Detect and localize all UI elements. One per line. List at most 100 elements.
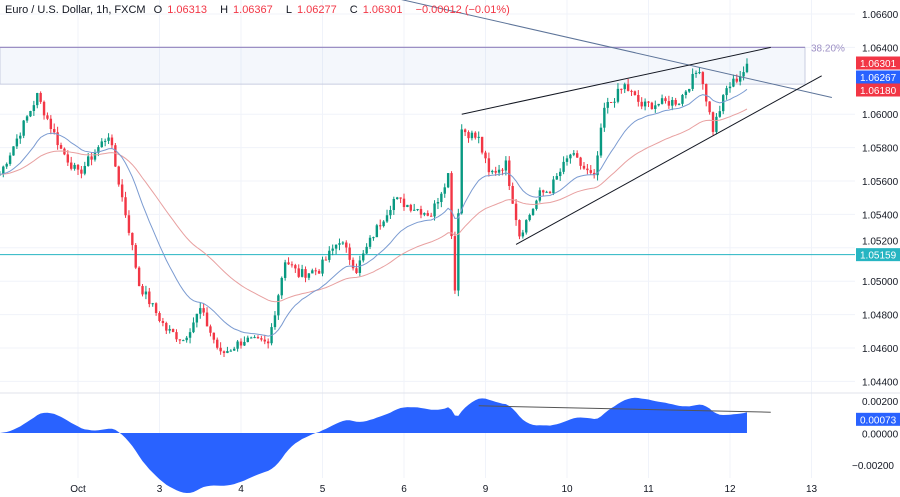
candle-body bbox=[304, 269, 307, 278]
candle-body bbox=[219, 347, 222, 352]
candle-body bbox=[559, 171, 562, 177]
candle-body bbox=[745, 63, 749, 73]
candle-body bbox=[633, 91, 637, 96]
candle-body bbox=[331, 248, 334, 251]
candle-body bbox=[307, 273, 311, 278]
low-value: 1.06277 bbox=[296, 4, 337, 16]
price-tick-label: 1.04800 bbox=[862, 311, 899, 322]
candle-body bbox=[372, 237, 375, 239]
candle-body bbox=[127, 215, 131, 233]
close-label: C bbox=[349, 4, 358, 16]
candle-body bbox=[168, 329, 171, 331]
candle-body bbox=[165, 322, 168, 331]
candle-body bbox=[46, 115, 49, 119]
candle-body bbox=[192, 322, 195, 333]
candle-body bbox=[722, 95, 725, 112]
candle-body bbox=[423, 213, 426, 215]
candle-body bbox=[42, 101, 46, 116]
candle-body bbox=[321, 259, 324, 274]
candle-body bbox=[497, 169, 501, 173]
candle-body bbox=[222, 351, 226, 354]
candle-body bbox=[596, 155, 599, 176]
candle-body bbox=[630, 90, 633, 92]
candle-body bbox=[514, 203, 518, 221]
price-tick-label: 1.06400 bbox=[862, 43, 899, 54]
candle-body bbox=[317, 270, 321, 274]
candle-body bbox=[100, 141, 103, 148]
candle-body bbox=[236, 341, 239, 349]
candle-body bbox=[742, 72, 745, 77]
open-value: 1.06313 bbox=[167, 4, 207, 16]
axes: 1.06600 1.06400 1.06000 1.05800 1.05600 1.054… bbox=[70, 10, 900, 495]
candle-body bbox=[606, 101, 609, 108]
candle-body bbox=[103, 140, 107, 142]
candle-body bbox=[66, 154, 70, 163]
price-tick-label: 1.06600 bbox=[862, 10, 899, 21]
time-tick-label: 4 bbox=[238, 484, 244, 495]
oscillator-value-label: 0.00073 bbox=[860, 415, 897, 426]
candle-body bbox=[5, 163, 8, 167]
candle-body bbox=[195, 313, 199, 323]
open-label: O bbox=[153, 4, 163, 16]
candle-body bbox=[552, 179, 555, 194]
candle-body bbox=[450, 173, 453, 237]
candle-body bbox=[263, 339, 266, 342]
candle-body bbox=[253, 337, 256, 339]
candle-body bbox=[345, 242, 348, 248]
candle-body bbox=[86, 156, 90, 166]
time-tick-label: Oct bbox=[70, 484, 86, 495]
candle-body bbox=[738, 76, 742, 82]
candle-body bbox=[654, 105, 657, 109]
candle-body bbox=[487, 158, 491, 173]
candle-body bbox=[467, 132, 470, 139]
candle-body bbox=[640, 101, 643, 107]
candle-body bbox=[0, 174, 2, 176]
candle-body bbox=[735, 78, 738, 82]
candle-body bbox=[728, 86, 732, 89]
candle-body bbox=[667, 101, 671, 106]
candle-body bbox=[188, 332, 192, 338]
price-tag-label: 1.05159 bbox=[860, 251, 897, 262]
fib-zone: 38.20% bbox=[0, 43, 855, 256]
candle-body bbox=[565, 158, 569, 162]
candle-body bbox=[12, 146, 15, 156]
price-tick-label: 1.04400 bbox=[862, 377, 899, 388]
candle-body bbox=[226, 350, 229, 354]
price-tick-label: 1.06000 bbox=[862, 110, 899, 121]
candle-body bbox=[334, 244, 338, 249]
candle-body bbox=[528, 215, 531, 221]
candle-body bbox=[36, 93, 39, 106]
candle-body bbox=[379, 225, 382, 227]
fib-level-label: 38.20% bbox=[811, 43, 845, 54]
candle-body bbox=[708, 101, 711, 113]
candle-body bbox=[205, 312, 209, 327]
candle-body bbox=[396, 197, 399, 199]
candle-body bbox=[287, 262, 290, 265]
price-tick-label: 1.05000 bbox=[862, 277, 899, 288]
divergence-line bbox=[478, 405, 771, 413]
candle-body bbox=[484, 152, 487, 159]
candle-body bbox=[134, 245, 137, 268]
oscillator-panel bbox=[0, 397, 771, 493]
candle-body bbox=[182, 340, 185, 342]
candle-body bbox=[684, 91, 688, 95]
trendlines[interactable] bbox=[377, 0, 832, 245]
candle-body bbox=[569, 154, 572, 159]
candle-body bbox=[504, 160, 508, 171]
change-value: −0.00012 (−0.01%) bbox=[415, 4, 510, 16]
candle-body bbox=[436, 202, 440, 204]
wedge-lower-trendline bbox=[515, 75, 822, 245]
oscillator-tick-label: 0.00200 bbox=[862, 397, 899, 408]
candle-body bbox=[256, 337, 260, 339]
candle-body bbox=[351, 259, 355, 269]
candle-body bbox=[70, 162, 73, 169]
candle-body bbox=[715, 116, 718, 132]
candle-body bbox=[426, 213, 429, 216]
candle-body bbox=[229, 350, 233, 352]
candle-body bbox=[698, 72, 701, 74]
candle-body bbox=[280, 277, 283, 296]
candle-body bbox=[93, 152, 97, 160]
candle-body bbox=[117, 166, 120, 185]
candle-body bbox=[8, 155, 12, 164]
